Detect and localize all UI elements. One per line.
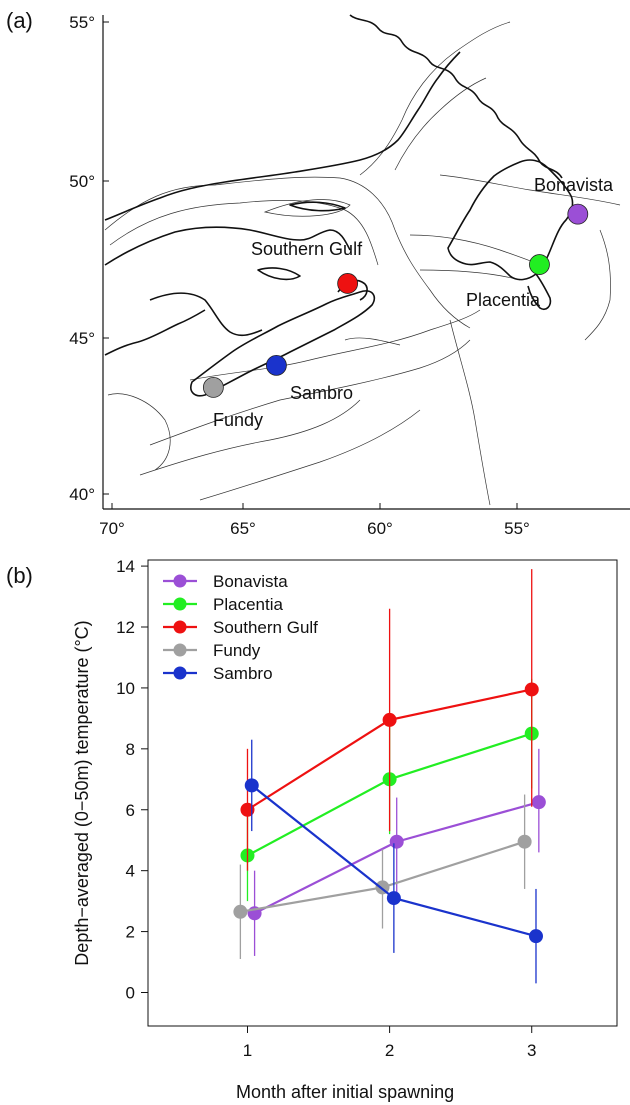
lat-tick-label: 50° [69,172,95,191]
y-axis-ticks: 0 2 4 6 8 10 12 14 [116,557,148,1002]
site-marker-placentia [529,254,550,275]
data-point [524,682,539,697]
site-marker-southern-gulf [337,273,359,294]
contour-line [199,409,421,501]
legend-swatch-point [173,574,187,588]
y-tick-label: 10 [116,679,135,698]
y-tick-label: 8 [126,740,135,759]
coastline-newfoundland [447,159,574,281]
site-label-placentia: Placentia [466,290,541,310]
coastline-gaspe [104,226,351,266]
legend-entry-fundy: Fundy [163,641,261,660]
legend-swatch-point [173,666,187,680]
map-ticks: 55° 50° 45° 40° 70° 65° 60° 55° [69,13,530,538]
legend-swatch-point [173,620,187,634]
x-axis-title: Month after initial spawning [236,1082,454,1102]
x-tick-label: 3 [527,1041,536,1060]
coastline-pei [257,267,301,281]
y-tick-label: 0 [126,983,135,1002]
data-point [240,802,255,817]
coastline-gulf-north [104,51,461,221]
site-label-southern-gulf: Southern Gulf [251,239,363,259]
contour-line [107,393,171,471]
x-axis-ticks: 1 2 3 [243,1026,536,1060]
legend-label: Fundy [213,641,261,660]
legend-label: Sambro [213,664,273,683]
site-label-fundy: Fundy [213,410,263,430]
coastline-anticosti [289,201,346,212]
lon-tick-label: 70° [99,519,125,538]
contour-line [189,309,481,381]
panel-a-label: (a) [6,8,33,33]
series-layer [233,569,546,984]
series-fundy [233,794,532,959]
lon-tick-label: 65° [230,519,256,538]
lat-tick-label: 55° [69,13,95,32]
y-tick-label: 6 [126,801,135,820]
coastline [104,14,574,397]
site-labels: Bonavista Placentia Southern Gulf Fundy … [213,175,614,430]
legend-entry-bonavista: Bonavista [163,572,288,591]
lon-tick-label: 60° [367,519,393,538]
y-tick-label: 2 [126,923,135,942]
coastline-labrador [349,14,563,179]
contour-line [419,269,521,281]
series-southern-gulf [240,569,539,871]
site-marker-bonavista [567,203,589,225]
contour-line [394,77,487,171]
contour-line [439,174,621,206]
legend-entry-placentia: Placentia [163,595,283,614]
site-label-bonavista: Bonavista [534,175,614,195]
x-tick-label: 2 [385,1041,394,1060]
y-tick-label: 4 [126,862,135,881]
site-label-sambro: Sambro [290,383,353,403]
coastline-nova-scotia [190,290,376,397]
contour-line [109,200,379,266]
data-point [517,834,532,849]
legend-entry-sambro: Sambro [163,664,273,683]
contour-line [584,229,611,341]
contour-line [139,399,361,476]
lon-tick-label: 55° [504,519,530,538]
contour-line [344,337,401,346]
data-point [531,795,546,810]
series-bonavista [247,748,546,956]
lat-tick-label: 40° [69,485,95,504]
contour-line [263,199,351,217]
data-point [389,834,404,849]
data-point [386,891,401,906]
data-point [528,929,543,944]
coastline-avalon [527,273,552,311]
chart-legend: Bonavista Placentia Southern Gulf Fundy Samb… [163,572,318,683]
data-point [244,778,259,793]
contour-line [104,176,471,329]
series-sambro [244,739,543,984]
site-marker-fundy [202,376,224,398]
legend-swatch-point [173,643,187,657]
coastline-maine [104,309,206,356]
x-tick-label: 1 [243,1041,252,1060]
data-point [382,712,397,727]
contour-line [449,319,491,506]
y-tick-label: 12 [116,618,135,637]
map-panel: (a) 55° 50° 45° 40° 70° 65° 60° 55° [6,8,630,538]
data-point [233,904,248,919]
y-tick-label: 14 [116,557,135,576]
legend-label: Placentia [213,595,283,614]
coastline-new-brunswick [149,292,263,337]
plot-frame [147,559,618,1027]
legend-label: Bonavista [213,572,288,591]
legend-swatch-point [173,597,187,611]
contour-line [149,339,471,446]
lat-tick-label: 45° [69,329,95,348]
site-marker-sambro [265,354,287,376]
legend-label: Southern Gulf [213,618,318,637]
map-sites [202,203,589,398]
legend-entry-southern-gulf: Southern Gulf [163,618,318,637]
panel-b-label: (b) [6,563,33,588]
y-axis-title: Depth−averaged (0−50m) temperature (°C) [72,620,92,965]
